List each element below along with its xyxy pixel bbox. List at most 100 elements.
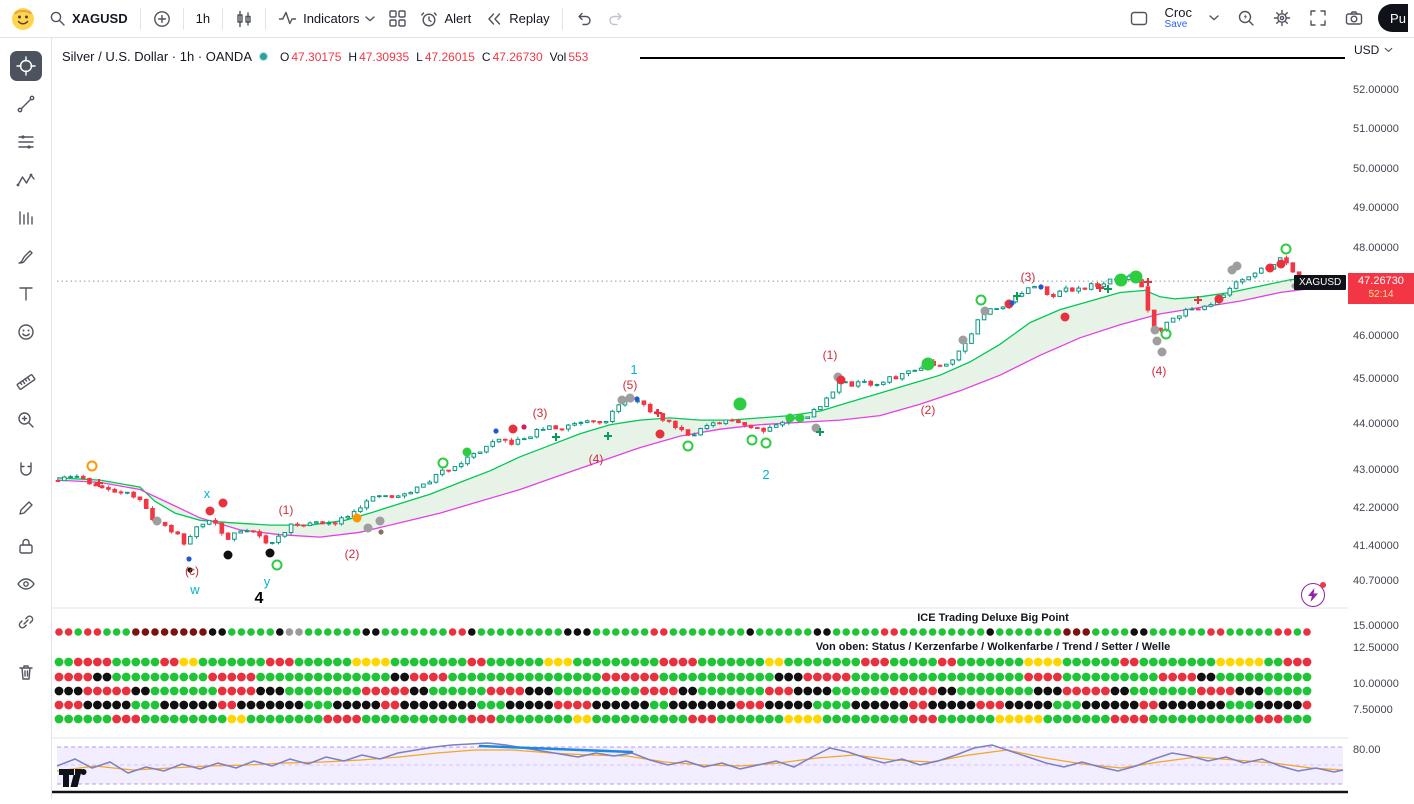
chart-style-button[interactable] xyxy=(228,5,260,33)
fullscreen-button[interactable] xyxy=(1302,4,1334,32)
tool-magnet[interactable] xyxy=(10,455,42,485)
price-label: 7.50000 xyxy=(1353,704,1393,716)
layout-rect-icon xyxy=(1130,11,1147,26)
tool-remove-drawings[interactable] xyxy=(10,657,42,687)
price-label: 51.00000 xyxy=(1353,123,1399,135)
tool-measure[interactable] xyxy=(10,367,42,397)
settings-button[interactable] xyxy=(1266,4,1298,32)
tool-trendline[interactable] xyxy=(10,89,42,119)
chevron-down-icon xyxy=(1209,15,1219,21)
svg-text:1: 1 xyxy=(630,362,637,377)
replay-button[interactable]: Replay xyxy=(478,5,556,33)
search-icon xyxy=(50,11,65,26)
cloud-upper-line xyxy=(56,276,1314,526)
chart-canvas[interactable]: (c) (1) (2) (3) (4) (5) (1) (2) (3) (4) w x y 1 2 4 xyxy=(0,0,1348,799)
indicators-button[interactable]: Indicators xyxy=(271,4,382,33)
toolbar-divider xyxy=(139,7,141,30)
redo-button[interactable] xyxy=(600,5,632,33)
brush-icon xyxy=(17,250,33,264)
publish-button[interactable]: Pu xyxy=(1378,4,1408,33)
tool-text[interactable] xyxy=(10,279,42,309)
alert-clock-icon xyxy=(421,11,438,27)
price-label: 42.20000 xyxy=(1353,502,1399,514)
tv-logo-icon xyxy=(59,769,87,787)
price-label: 40.70000 xyxy=(1353,575,1399,587)
tool-fib[interactable] xyxy=(10,127,42,157)
layout-select-button[interactable] xyxy=(1123,5,1155,32)
cloud-lower-line xyxy=(56,287,1314,538)
fib-icon xyxy=(17,135,34,149)
svg-text:w: w xyxy=(189,582,200,597)
layout-name: Croc xyxy=(1164,5,1192,21)
snapshot-button[interactable] xyxy=(1338,4,1370,32)
avatar[interactable] xyxy=(10,6,36,32)
price-line-symbol-chip: XAGUSD xyxy=(1294,275,1347,290)
last-price-value: 47.26730 xyxy=(1358,275,1404,287)
text-icon xyxy=(18,287,33,301)
tool-prediction[interactable] xyxy=(10,203,42,233)
quick-trade-button[interactable] xyxy=(1301,582,1326,607)
toolbar-divider xyxy=(561,7,563,30)
tool-sync-drawings[interactable] xyxy=(10,607,42,637)
price-label: 50.00000 xyxy=(1353,163,1399,175)
svg-text:(3): (3) xyxy=(533,406,548,420)
svg-text:(1): (1) xyxy=(279,503,294,517)
layout-dropdown-button[interactable] xyxy=(1202,10,1226,26)
svg-text:(4): (4) xyxy=(1152,364,1167,378)
price-label: 15.00000 xyxy=(1353,620,1399,632)
svg-text:(2): (2) xyxy=(345,547,360,561)
ice-dot-rows xyxy=(54,628,1312,724)
price-axis[interactable]: USD 52.00000 51.00000 50.00000 49.00000 48.0… xyxy=(1348,38,1414,799)
link-icon xyxy=(18,615,33,629)
tool-drawing-mode[interactable] xyxy=(10,493,42,523)
quick-search-button[interactable] xyxy=(1230,4,1262,32)
camera-icon xyxy=(1345,11,1363,26)
tool-hide-all[interactable] xyxy=(10,569,42,599)
price-label: 80.00 xyxy=(1353,744,1381,756)
undo-button[interactable] xyxy=(568,5,600,33)
eye-icon xyxy=(16,578,35,590)
top-toolbar: XAGUSD 1h Indicators xyxy=(0,0,1414,38)
alert-label: Alert xyxy=(444,11,472,26)
replay-icon xyxy=(488,12,501,25)
tool-brush[interactable] xyxy=(10,241,42,271)
ruler-icon xyxy=(16,374,35,390)
price-label: 46.00000 xyxy=(1353,330,1399,342)
crosshair-icon xyxy=(15,56,36,76)
drawing-toolbar xyxy=(0,38,52,799)
trash-icon xyxy=(18,665,33,680)
add-symbol-button[interactable] xyxy=(146,5,178,33)
tool-emoji[interactable] xyxy=(10,317,42,347)
undo-icon xyxy=(577,12,591,25)
notification-dot xyxy=(1320,582,1326,588)
gear-icon xyxy=(1273,10,1291,27)
layout-grid-icon xyxy=(389,10,407,27)
chevron-down-icon xyxy=(365,15,376,21)
layout-name-block[interactable]: Croc Save xyxy=(1159,4,1198,32)
indicator-templates-button[interactable] xyxy=(382,5,413,32)
tradingview-logo[interactable] xyxy=(58,766,100,793)
svg-text:x: x xyxy=(204,486,211,501)
save-label: Save xyxy=(1164,19,1188,31)
indicator-cloud xyxy=(57,277,1313,538)
lock-icon xyxy=(18,538,33,554)
price-label: 43.00000 xyxy=(1353,464,1399,476)
replay-label: Replay xyxy=(509,11,550,26)
symbol-name: XAGUSD xyxy=(72,11,128,26)
symbol-search-button[interactable]: XAGUSD xyxy=(42,5,135,32)
tool-lock-all[interactable] xyxy=(10,531,42,561)
alert-button[interactable]: Alert xyxy=(413,5,478,33)
currency-select[interactable]: USD xyxy=(1348,38,1414,62)
bars-pattern-icon xyxy=(18,211,33,225)
svg-text:(5): (5) xyxy=(623,378,638,392)
svg-text:2: 2 xyxy=(762,467,769,482)
tool-pattern[interactable] xyxy=(10,165,42,195)
avatar-emoji xyxy=(12,7,34,30)
tool-zoom[interactable] xyxy=(10,405,42,435)
svg-text:(3): (3) xyxy=(1021,270,1036,284)
interval-button[interactable]: 1h xyxy=(189,6,217,31)
svg-text:(4): (4) xyxy=(589,452,604,466)
toolbar-divider xyxy=(182,7,184,30)
toolbar-divider xyxy=(265,7,267,30)
tool-crosshair[interactable] xyxy=(9,51,42,81)
